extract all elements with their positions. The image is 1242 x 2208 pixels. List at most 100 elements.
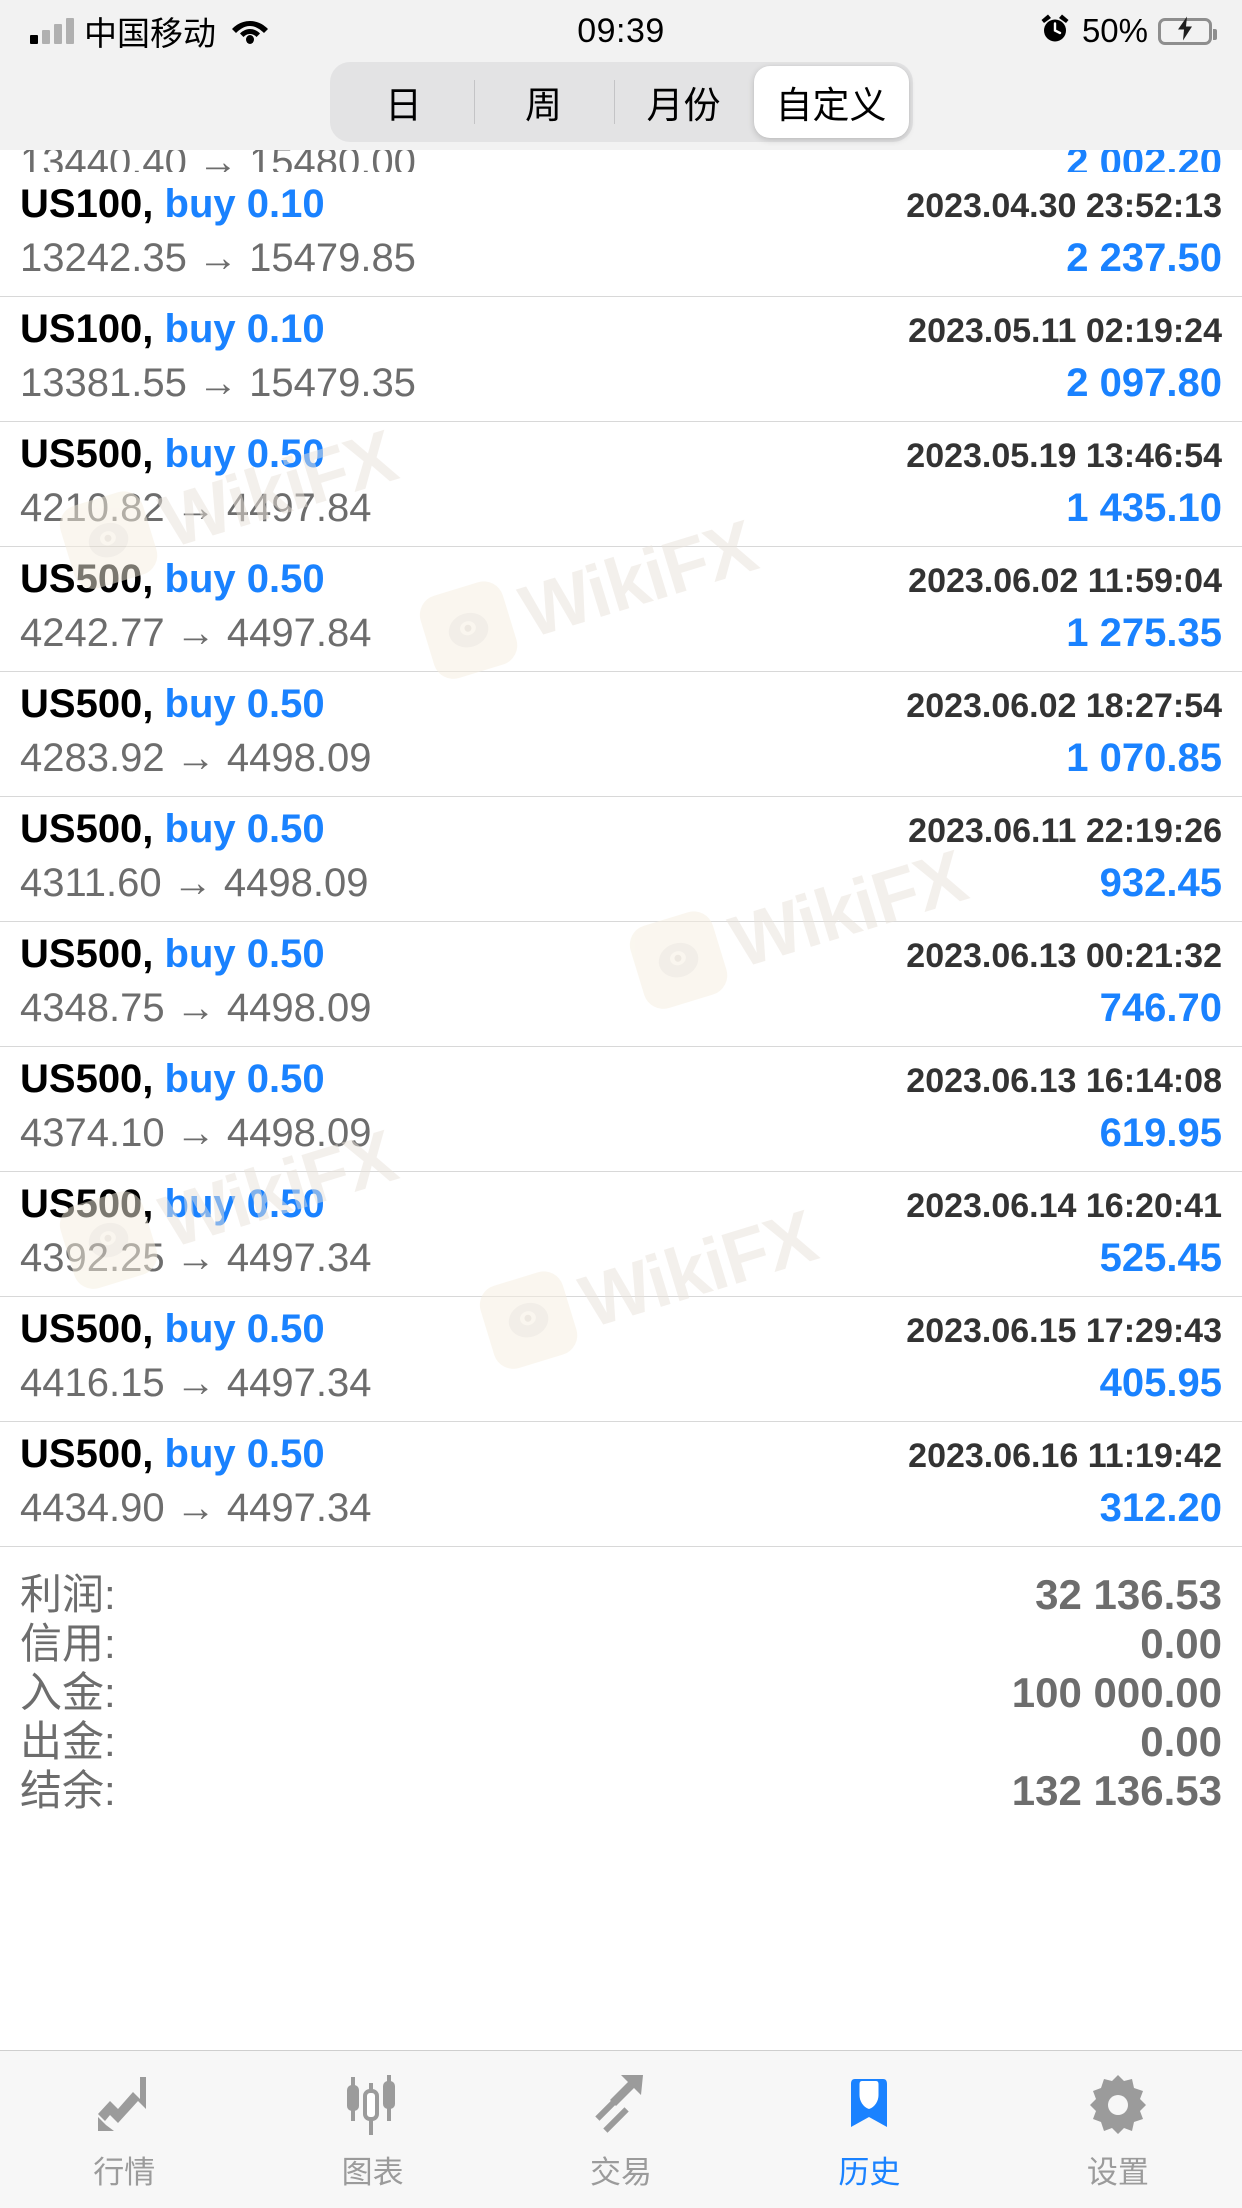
deal-datetime: 2023.06.14 16:20:41 xyxy=(906,1187,1222,1225)
segmented-control[interactable]: 日 周 月份 自定义 xyxy=(329,62,913,142)
deal-action: buy xyxy=(164,682,236,726)
deal-open-price: 13242.35 xyxy=(20,236,187,280)
deal-symbol-name: US500, xyxy=(20,1307,154,1351)
deal-symbol: US500, buy 0.50 xyxy=(20,682,325,727)
summary-row-profit: 利润: 32 136.53 xyxy=(20,1561,1222,1618)
deal-action: buy xyxy=(164,1182,236,1226)
tab-history-label: 历史 xyxy=(838,2155,901,2190)
segment-month[interactable]: 月份 xyxy=(613,66,754,138)
table-row[interactable]: US500, buy 0.50 2023.06.14 16:20:41 4392.2… xyxy=(0,1172,1242,1297)
deal-symbol: US500, buy 0.50 xyxy=(20,1307,325,1352)
tab-settings-label: 设置 xyxy=(1086,2155,1149,2190)
deal-volume: 0.50 xyxy=(246,1432,325,1476)
deal-prices: 4242.77 → 4497.84 xyxy=(20,611,371,656)
deal-datetime: 2023.06.16 11:19:42 xyxy=(908,1437,1222,1475)
summary-value-withdrawal: 0.00 xyxy=(1140,1718,1222,1765)
table-row[interactable]: US500, buy 0.50 2023.06.02 18:27:54 4283.9… xyxy=(0,672,1242,797)
deal-open-price: 4242.77 xyxy=(20,611,165,655)
summary-label-credit: 信用: xyxy=(20,1620,116,1667)
tab-quotes[interactable]: 行情 xyxy=(0,2051,248,2208)
deal-symbol-name: US100, xyxy=(20,307,154,351)
table-row[interactable]: US500, buy 0.50 2023.06.15 17:29:43 4416.1… xyxy=(0,1297,1242,1422)
deal-prices: 4434.90 → 4497.34 xyxy=(20,1486,371,1531)
deal-profit: 312.20 xyxy=(1099,1486,1222,1530)
deal-profit: 1 435.10 xyxy=(1066,486,1222,530)
quotes-arrows-icon xyxy=(88,2067,160,2139)
wifi-icon xyxy=(230,14,270,49)
tab-trade[interactable]: 交易 xyxy=(497,2051,745,2208)
battery-percent-label: 50% xyxy=(1081,12,1148,49)
summary-label-deposit: 入金: xyxy=(20,1669,116,1716)
deal-rows-container: US100, buy 0.10 2023.04.30 23:52:13 13242.… xyxy=(0,172,1242,1547)
segment-custom[interactable]: 自定义 xyxy=(753,66,909,138)
clock-label: 09:39 xyxy=(577,11,665,50)
deal-action: buy xyxy=(164,307,236,351)
segment-day[interactable]: 日 xyxy=(334,66,474,138)
deal-datetime: 2023.06.02 18:27:54 xyxy=(906,687,1222,725)
deal-symbol: US100, buy 0.10 xyxy=(20,182,325,227)
table-row[interactable]: US100, buy 0.10 2023.04.30 23:52:13 13242.… xyxy=(0,172,1242,297)
deal-symbol: US500, buy 0.50 xyxy=(20,932,325,977)
deal-datetime: 2023.06.11 22:19:26 xyxy=(908,812,1222,850)
deal-profit: 619.95 xyxy=(1099,1111,1222,1155)
deal-prices: 4416.15 → 4497.34 xyxy=(20,1361,371,1406)
signal-bars-icon xyxy=(30,18,74,44)
deal-datetime: 2023.06.15 17:29:43 xyxy=(906,1312,1222,1350)
deal-symbol: US500, buy 0.50 xyxy=(20,1182,325,1227)
arrow-right-icon: → xyxy=(175,1111,216,1155)
deal-volume: 0.50 xyxy=(246,1057,325,1101)
table-row[interactable]: US500, buy 0.50 2023.06.13 16:14:08 4374.1… xyxy=(0,1047,1242,1172)
deal-open-price: 4374.10 xyxy=(20,1111,165,1155)
deal-volume: 0.50 xyxy=(246,1307,325,1351)
summary-label-withdrawal: 出金: xyxy=(20,1718,116,1765)
table-row[interactable]: US500, buy 0.50 2023.06.11 22:19:26 4311.6… xyxy=(0,797,1242,922)
deal-symbol: US500, buy 0.50 xyxy=(20,1057,325,1102)
arrow-right-icon: → xyxy=(197,361,238,405)
deal-prices: 13440.40 → 15480.00 xyxy=(20,150,416,172)
deal-close-price: 4497.34 xyxy=(226,1486,372,1530)
deal-close-price: 4498.09 xyxy=(223,861,369,905)
table-row[interactable]: US100, buy 0.10 2023.05.11 02:19:24 13381.… xyxy=(0,297,1242,422)
deal-action: buy xyxy=(164,807,236,851)
deal-open-price: 4210.82 xyxy=(20,486,165,530)
status-bar: 中国移动 09:39 50% xyxy=(0,0,1242,62)
tab-quotes-label: 行情 xyxy=(93,2155,156,2190)
deal-volume: 0.50 xyxy=(246,682,325,726)
tab-settings[interactable]: 设置 xyxy=(994,2051,1242,2208)
tab-history[interactable]: 历史 xyxy=(745,2051,993,2208)
deal-symbol-name: US500, xyxy=(20,932,154,976)
segment-week-label: 周 xyxy=(525,85,562,126)
deal-close-price: 4498.09 xyxy=(226,986,372,1030)
deal-action: buy xyxy=(164,932,236,976)
table-row[interactable]: US500, buy 0.50 2023.06.16 11:19:42 4434.9… xyxy=(0,1422,1242,1547)
history-deal-list[interactable]: 13440.40 → 15480.00 2 002.20 US100, buy … xyxy=(0,150,1242,2050)
summary-row-balance: 结余: 132 136.53 xyxy=(20,1757,1222,1814)
summary-value-credit: 0.00 xyxy=(1140,1620,1222,1667)
deal-volume: 0.10 xyxy=(246,182,325,226)
summary-label-balance: 结余: xyxy=(20,1767,116,1814)
deal-symbol-name: US500, xyxy=(20,1432,154,1476)
deal-symbol: US500, buy 0.50 xyxy=(20,557,325,602)
segment-month-label: 月份 xyxy=(646,85,721,126)
deal-profit: 1 070.85 xyxy=(1066,736,1222,780)
carrier-label: 中国移动 xyxy=(84,15,216,52)
deal-open-price: 4283.92 xyxy=(20,736,165,780)
deal-close-price: 15479.35 xyxy=(249,361,416,405)
deal-open-price: 4311.60 xyxy=(20,861,162,905)
deal-symbol-name: US500, xyxy=(20,557,154,601)
deal-action: buy xyxy=(164,1057,236,1101)
table-row[interactable]: US500, buy 0.50 2023.05.19 13:46:54 4210.8… xyxy=(0,422,1242,547)
table-row[interactable]: 13440.40 → 15480.00 2 002.20 xyxy=(0,150,1242,172)
deal-volume: 0.50 xyxy=(246,807,325,851)
tab-charts[interactable]: 图表 xyxy=(248,2051,496,2208)
deal-close-price: 4497.84 xyxy=(226,611,372,655)
deal-profit: 405.95 xyxy=(1099,1361,1222,1405)
segment-custom-label: 自定义 xyxy=(775,85,887,126)
bottom-tab-bar[interactable]: 行情 图表 交易 xyxy=(0,2050,1242,2208)
table-row[interactable]: US500, buy 0.50 2023.06.13 00:21:32 4348.7… xyxy=(0,922,1242,1047)
deal-action: buy xyxy=(164,1307,236,1351)
table-row[interactable]: US500, buy 0.50 2023.06.02 11:59:04 4242.7… xyxy=(0,547,1242,672)
deal-open-price: 4392.25 xyxy=(20,1236,165,1280)
segment-week[interactable]: 周 xyxy=(473,66,614,138)
summary-row-deposit: 入金: 100 000.00 xyxy=(20,1659,1222,1716)
